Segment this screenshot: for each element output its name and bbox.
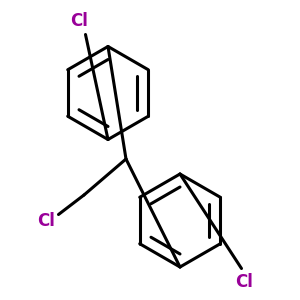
Text: Cl: Cl [236,273,253,291]
Text: Cl: Cl [38,212,56,230]
Text: Cl: Cl [70,12,88,30]
